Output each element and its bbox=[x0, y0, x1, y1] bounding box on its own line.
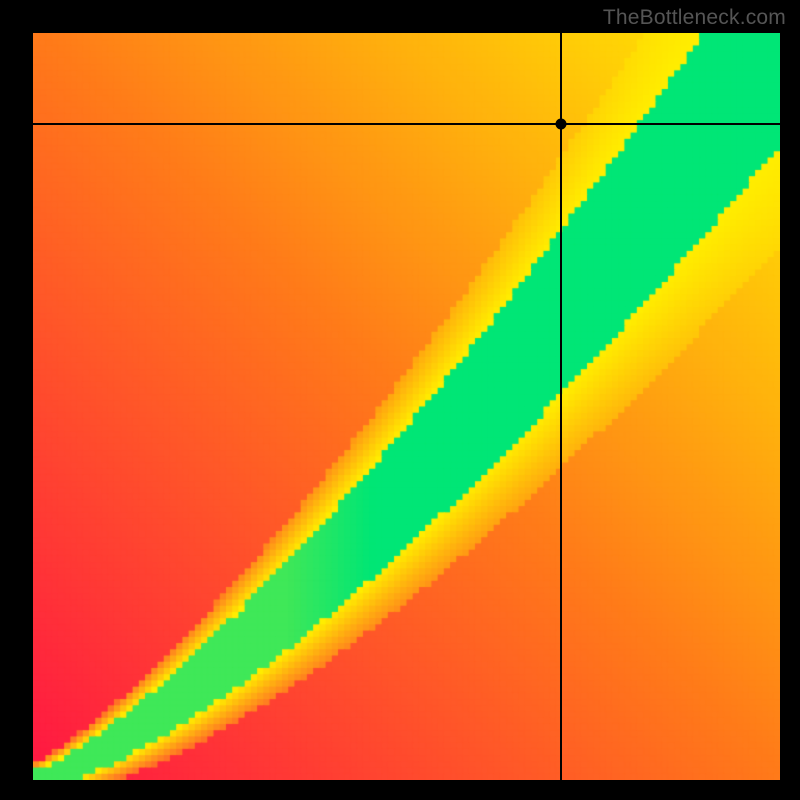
crosshair-horizontal bbox=[33, 123, 780, 125]
heatmap-canvas bbox=[33, 33, 780, 780]
crosshair-vertical bbox=[560, 33, 562, 780]
marker-dot bbox=[556, 119, 567, 130]
heatmap-plot bbox=[33, 33, 780, 780]
watermark-text: TheBottleneck.com bbox=[603, 6, 786, 30]
